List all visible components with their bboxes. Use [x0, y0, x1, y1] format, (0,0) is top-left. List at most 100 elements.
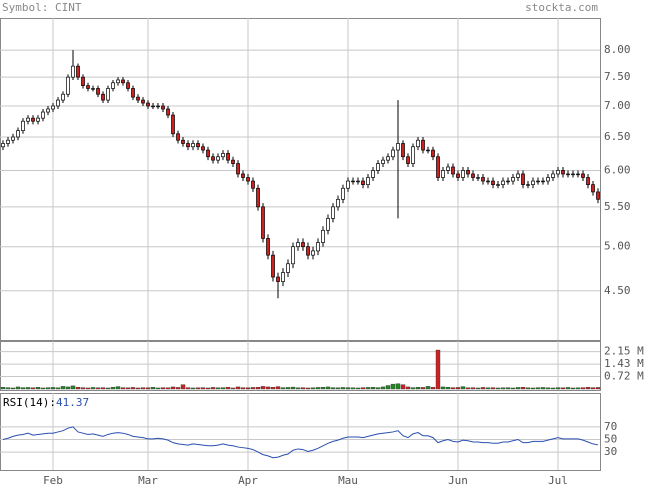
volume-bar	[80, 387, 86, 390]
volume-bar	[75, 387, 81, 390]
candle-body	[201, 146, 205, 151]
candle-body	[251, 180, 255, 189]
volume-bar	[95, 387, 101, 390]
volume-bar	[110, 387, 116, 390]
candle-body	[356, 180, 360, 183]
candle-body	[266, 238, 270, 256]
volume-bar	[220, 387, 226, 390]
candle-body	[311, 250, 315, 256]
candle-body	[381, 159, 385, 164]
candle-body	[411, 146, 415, 164]
volume-bar	[470, 387, 476, 390]
candle-body	[281, 272, 285, 282]
candle-body	[416, 139, 420, 148]
volume-bar	[130, 387, 136, 390]
candle-body	[566, 173, 570, 176]
candle-body	[401, 143, 405, 158]
candle-body	[471, 173, 475, 178]
panel-frame	[0, 18, 601, 341]
volume-bar	[70, 385, 76, 390]
candle-body	[521, 173, 525, 185]
volume-bar	[355, 387, 361, 390]
candle-body	[6, 139, 10, 144]
volume-bar	[260, 386, 266, 390]
x-tick-label: Mar	[138, 474, 158, 486]
candle-body	[581, 173, 585, 178]
volume-bar	[320, 387, 326, 390]
candle-body	[406, 156, 410, 164]
candle-body	[116, 79, 120, 84]
candle-body	[466, 170, 470, 175]
candle-body	[436, 156, 440, 178]
candle-body	[551, 173, 555, 178]
candle-body	[191, 143, 195, 148]
volume-bar	[5, 387, 11, 390]
candle-body	[351, 180, 355, 183]
volume-bar	[390, 383, 396, 390]
candle-body	[151, 105, 155, 108]
volume-bar	[40, 387, 46, 390]
volume-bar	[310, 387, 316, 390]
candle-body	[91, 88, 95, 90]
candle-body	[491, 180, 495, 185]
volume-bar	[325, 386, 331, 390]
volume-bar	[595, 387, 601, 390]
y-tick-label: 5.50	[604, 200, 631, 213]
candle-body	[21, 120, 25, 131]
volume-bar	[175, 387, 181, 390]
candle-body	[596, 191, 600, 200]
volume-bar	[15, 386, 21, 390]
volume-bar	[35, 387, 41, 390]
candle-body	[421, 139, 425, 151]
volume-bar	[430, 387, 436, 390]
x-tick-label: Apr	[238, 474, 258, 486]
candle-body	[146, 102, 150, 107]
volume-bar	[345, 387, 351, 390]
volume-bar	[505, 387, 511, 390]
y-tick-label: 7.00	[604, 99, 631, 112]
candle-body	[576, 173, 580, 176]
volume-bar	[540, 387, 546, 390]
candle-body	[86, 85, 90, 89]
candle-body	[426, 149, 430, 152]
volume-bar	[340, 387, 346, 390]
candle-body	[56, 99, 60, 107]
candle-body	[206, 149, 210, 158]
volume-bar	[410, 387, 416, 390]
volume-bar	[350, 387, 356, 390]
candle-body	[556, 170, 560, 175]
candle-body	[366, 177, 370, 185]
candle-body	[511, 177, 515, 182]
volume-bar	[585, 387, 591, 390]
y-tick-label: 70	[604, 420, 617, 433]
candle-body	[331, 206, 335, 219]
volume-bar	[145, 387, 151, 390]
rsi-last: 41.37	[56, 396, 89, 409]
volume-bar	[305, 387, 311, 390]
candle-body	[526, 184, 530, 186]
volume-bar	[465, 387, 471, 390]
volume-bar	[380, 386, 386, 390]
volume-bar	[60, 386, 66, 390]
site: stockta.com	[525, 1, 598, 14]
volume-bar	[440, 386, 446, 390]
volume-bar	[240, 387, 246, 390]
candle-body	[76, 65, 80, 78]
volume-bar	[415, 387, 421, 390]
candle-body	[456, 173, 460, 178]
volume-bar	[215, 387, 221, 390]
volume-bar	[525, 387, 531, 390]
candle-body	[306, 246, 310, 256]
volume-bar	[225, 387, 231, 390]
y-tick-label: 2.15 M	[604, 345, 644, 358]
candle-body	[141, 99, 145, 104]
candle-body	[316, 242, 320, 252]
x-tick-label: Mau	[338, 474, 358, 486]
volume-bar	[230, 387, 236, 390]
rsi-label: RSI(14):	[3, 396, 56, 409]
volume-bar	[290, 386, 296, 390]
volume-bar	[270, 387, 276, 390]
x-tick-label: Jul	[548, 474, 568, 486]
volume-bar	[285, 387, 291, 390]
